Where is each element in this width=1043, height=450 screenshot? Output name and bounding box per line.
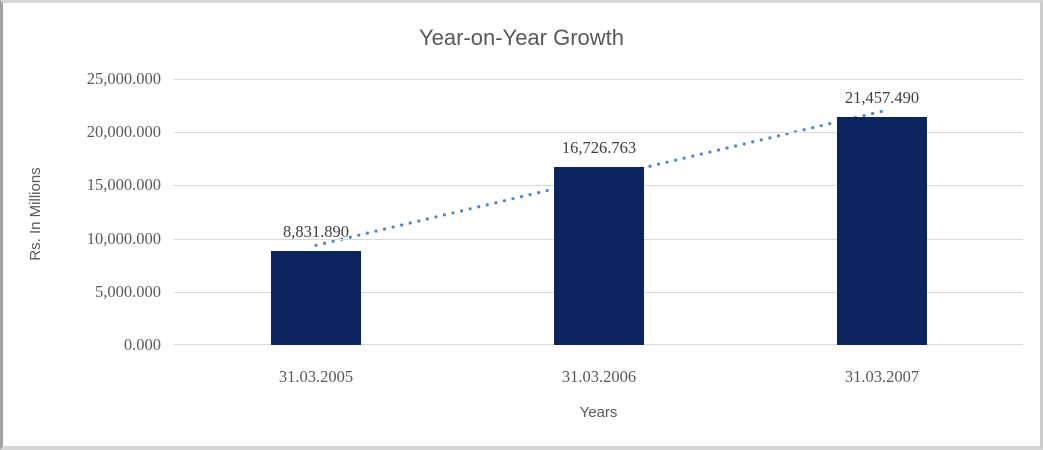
x-axis-tick-label: 31.03.2005 xyxy=(278,367,354,386)
x-axis-tick-label: 31.03.2007 xyxy=(844,367,920,386)
data-label: 8,831.890 xyxy=(283,222,349,241)
data-label: 16,726.763 xyxy=(561,138,637,157)
gridline xyxy=(174,132,1023,133)
y-axis-tick-label: 0.000 xyxy=(123,335,161,354)
plot-area xyxy=(174,79,1023,345)
bar-31.03.2005 xyxy=(271,251,361,345)
y-axis-title: Rs. In Millions xyxy=(27,167,44,261)
data-label: 21,457.490 xyxy=(844,88,920,107)
y-axis-tick-label: 5,000.000 xyxy=(95,282,161,301)
x-axis-tick-label: 31.03.2006 xyxy=(561,367,637,386)
y-axis-tick-label: 25,000.000 xyxy=(86,69,161,88)
y-axis-tick-label: 10,000.000 xyxy=(86,229,161,248)
chart-title: Year-on-Year Growth xyxy=(418,25,625,50)
y-axis-tick-label: 20,000.000 xyxy=(86,122,161,141)
bar-31.03.2006 xyxy=(554,167,644,345)
gridline xyxy=(174,79,1023,80)
x-axis-title: Years xyxy=(579,404,618,421)
y-axis-tick-label: 15,000.000 xyxy=(86,175,161,194)
bar-31.03.2007 xyxy=(837,117,927,345)
